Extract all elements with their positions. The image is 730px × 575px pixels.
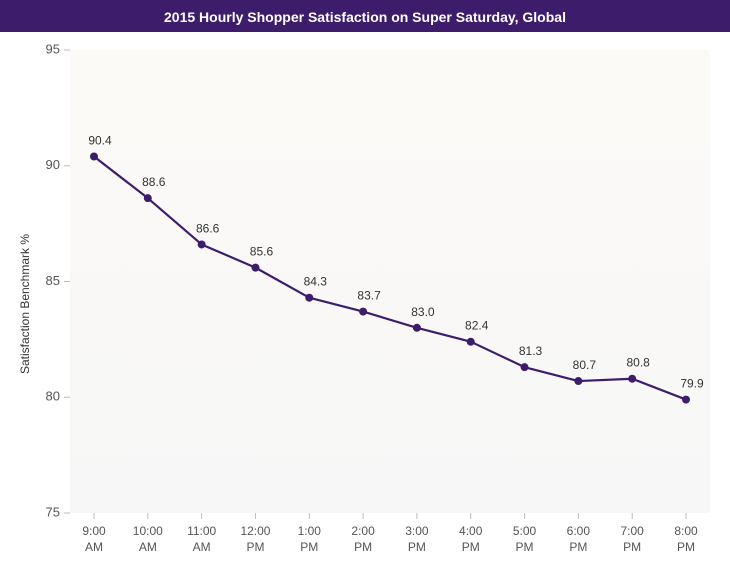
data-point-label: 80.7 [573, 358, 597, 372]
x-tick-label-line1: 9:00 [82, 524, 106, 538]
x-tick-label-line1: 7:00 [621, 524, 645, 538]
data-point [359, 308, 367, 316]
data-point-label: 80.8 [627, 356, 651, 370]
data-point-label: 83.0 [411, 305, 435, 319]
data-point [574, 377, 582, 385]
x-tick-label-line2: AM [85, 540, 103, 554]
data-point-label: 84.3 [304, 275, 328, 289]
plot-area: Satisfaction Benchmark % 75 80 85 90 95 9:00 A… [0, 32, 730, 575]
x-tick-label-line1: 4:00 [459, 524, 483, 538]
chart-root: 2015 Hourly Shopper Satisfaction on Supe… [0, 0, 730, 575]
data-point [521, 363, 529, 371]
x-tick-label-line2: PM [623, 540, 641, 554]
data-point-label: 90.4 [88, 133, 112, 147]
x-tick-label-line1: 12:00 [240, 524, 270, 538]
data-point-label: 85.6 [250, 245, 274, 259]
plot-background [70, 50, 710, 513]
x-tick-label-line1: 2:00 [351, 524, 375, 538]
data-point [144, 194, 152, 202]
y-tick-label: 90 [46, 157, 60, 172]
data-point-label: 82.4 [465, 319, 489, 333]
data-point [90, 152, 98, 160]
data-point-label: 83.7 [357, 289, 381, 303]
x-tick-label-line2: PM [569, 540, 587, 554]
data-point [198, 240, 206, 248]
data-point-label: 79.9 [680, 377, 704, 391]
data-point-label: 88.6 [142, 175, 166, 189]
y-axis-label: Satisfaction Benchmark % [18, 233, 32, 373]
data-point [467, 338, 475, 346]
data-point-label: 81.3 [519, 344, 543, 358]
y-tick-label: 95 [46, 41, 60, 56]
data-point [628, 375, 636, 383]
chart-title: 2015 Hourly Shopper Satisfaction on Supe… [0, 0, 730, 32]
x-tick-label-line1: 11:00 [187, 524, 216, 538]
x-tick-label-line2: PM [462, 540, 480, 554]
data-point [682, 396, 690, 404]
data-point [305, 294, 313, 302]
line-chart-svg: 75 80 85 90 95 9:00 AM 10:00 AM 11:00 AM 12:00 PM 1:0… [0, 32, 730, 575]
x-tick-label-line1: 5:00 [513, 524, 537, 538]
x-tick-label-line2: PM [516, 540, 534, 554]
data-point [413, 324, 421, 332]
x-tick-label-line1: 1:00 [298, 524, 322, 538]
x-tick-label-line2: AM [139, 540, 157, 554]
x-tick-label-line1: 3:00 [405, 524, 429, 538]
y-tick-label: 80 [46, 389, 60, 404]
data-point-label: 86.6 [196, 221, 220, 235]
x-tick-label-line2: PM [408, 540, 426, 554]
data-point [251, 264, 259, 272]
x-tick-label-line2: PM [677, 540, 695, 554]
y-tick-label: 85 [46, 273, 60, 288]
x-tick-label-line1: 8:00 [674, 524, 698, 538]
x-tick-label-line1: 6:00 [567, 524, 591, 538]
y-tick-label: 75 [46, 504, 60, 519]
x-tick-label-line1: 10:00 [133, 524, 163, 538]
x-tick-label-line2: AM [193, 540, 211, 554]
x-tick-label-line2: PM [300, 540, 318, 554]
x-tick-label-line2: PM [354, 540, 372, 554]
x-tick-label-line2: PM [246, 540, 264, 554]
